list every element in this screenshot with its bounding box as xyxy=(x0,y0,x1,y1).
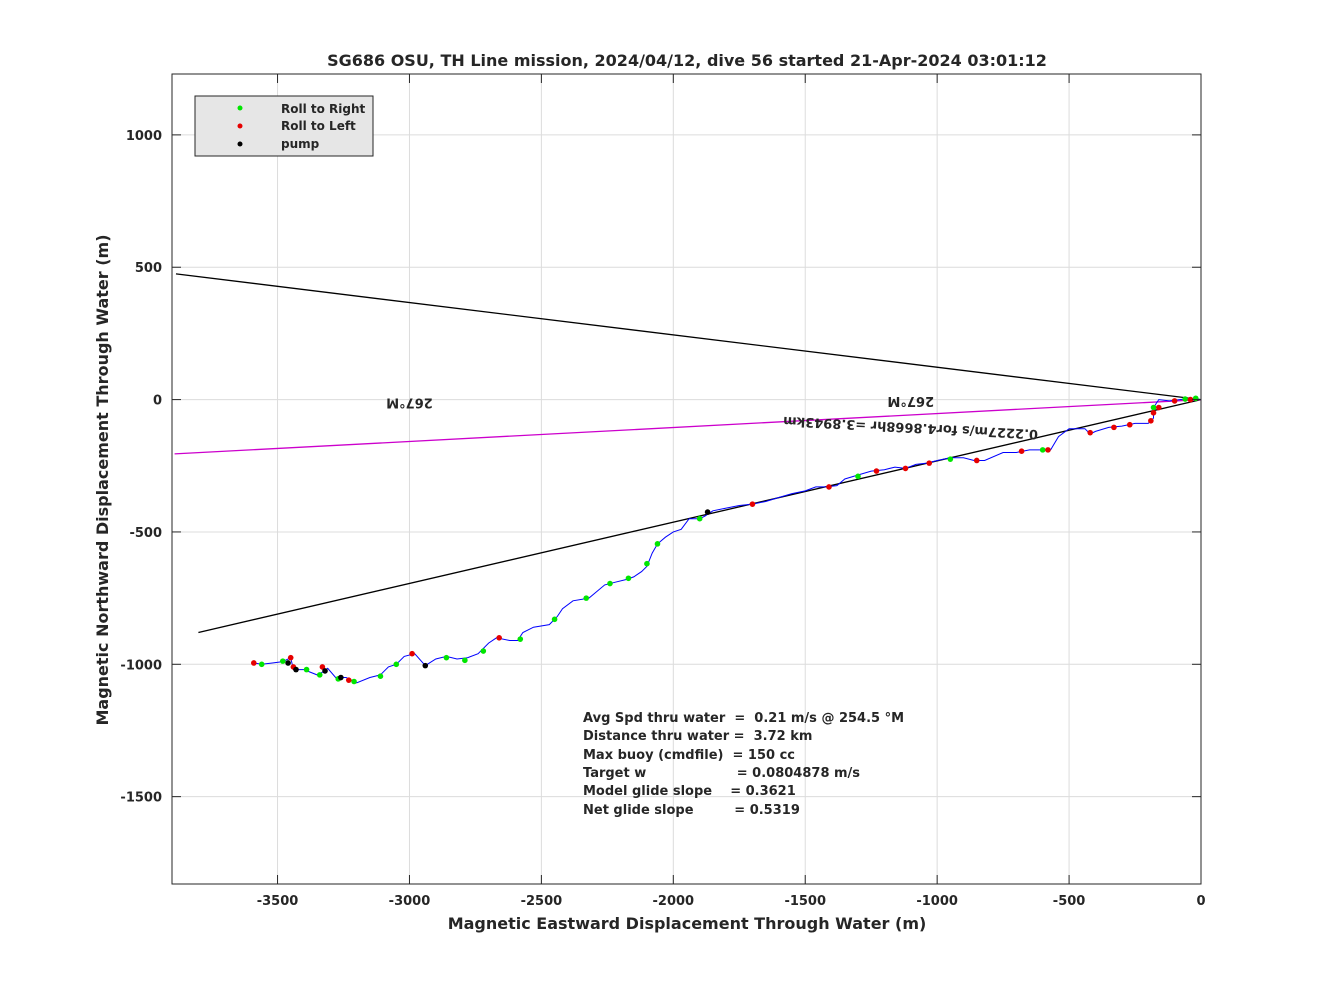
pump-point xyxy=(293,666,299,673)
y-tick-label: -500 xyxy=(129,526,162,541)
legend-box xyxy=(194,95,374,157)
x-tick-label: -3000 xyxy=(389,894,431,909)
legend-label-roll-left: Roll to Left xyxy=(281,119,356,133)
stat-model-glide-slope: Model glide slope = 0.3621 xyxy=(583,784,796,799)
roll-left-point xyxy=(1150,410,1157,416)
roll-left-point xyxy=(749,501,756,507)
axis-ticks: -3500 -3000 -2500 -2000 -1500 -1000 -500 0 1000 5… xyxy=(120,74,1206,909)
roll-right-point xyxy=(696,515,703,522)
legend-marker-roll-right xyxy=(237,105,243,111)
x-tick-label: -2500 xyxy=(521,894,563,909)
roll-left-point xyxy=(1111,424,1117,431)
y-tick-label: 0 xyxy=(153,394,162,409)
stat-distance: Distance thru water = 3.72 km xyxy=(583,729,812,744)
roll-left-point xyxy=(1087,429,1093,436)
roll-right-point xyxy=(1182,396,1188,402)
roll-right-point xyxy=(947,456,954,462)
roll-left-point xyxy=(409,650,415,657)
pump-point xyxy=(285,660,291,666)
roll-right-point xyxy=(462,657,468,664)
y-tick-label: 500 xyxy=(135,261,162,276)
roll-right-point xyxy=(480,648,487,654)
stats-block: Avg Spd thru water = 0.21 m/s @ 254.5 °M… xyxy=(583,711,904,818)
roll-right-point xyxy=(280,658,286,664)
roll-left-point xyxy=(1187,396,1194,403)
roll-left-point xyxy=(496,635,502,641)
y-tick-label: -1500 xyxy=(120,791,162,806)
roll-right-point xyxy=(551,616,558,623)
stat-net-glide-slope: Net glide slope = 0.5319 xyxy=(583,803,800,818)
roll-left-point xyxy=(1045,447,1051,453)
legend-label-roll-right: Roll to Right xyxy=(281,102,366,116)
roll-right-point xyxy=(517,636,524,642)
roll-right-point xyxy=(443,654,450,661)
roll-left-point xyxy=(1018,448,1025,455)
roll-left-point xyxy=(1148,417,1154,424)
pump-point xyxy=(422,662,429,669)
roll-left-point xyxy=(287,654,294,661)
roll-right-point xyxy=(316,672,323,678)
pump-point xyxy=(322,668,328,674)
heading-reference-line xyxy=(174,398,1202,455)
heading-annotation: 267°M xyxy=(887,393,934,408)
x-tick-label: -2000 xyxy=(653,894,695,909)
roll-right-point xyxy=(1039,447,1046,453)
x-tick-label: -1500 xyxy=(784,894,826,909)
roll-and-pump-markers xyxy=(250,395,1199,685)
roll-right-point xyxy=(258,661,265,668)
roll-right-point xyxy=(393,661,400,668)
roll-right-point xyxy=(303,666,310,673)
y-tick-label: -1000 xyxy=(120,658,162,673)
roll-left-point xyxy=(250,660,257,666)
legend: Roll to Right Roll to Left pump xyxy=(194,95,374,157)
roll-left-point xyxy=(345,677,352,683)
roll-left-point xyxy=(926,460,933,466)
y-axis-label: Magnetic Northward Displacement Through … xyxy=(93,234,112,725)
stat-max-buoy: Max buoy (cmdfile) = 150 cc xyxy=(583,748,795,763)
x-tick-label: -500 xyxy=(1053,894,1086,909)
x-tick-label: -1000 xyxy=(916,894,958,909)
roll-right-point xyxy=(644,560,650,567)
pump-point xyxy=(338,674,344,681)
x-tick-label: 0 xyxy=(1196,894,1205,909)
legend-marker-roll-left xyxy=(237,123,243,129)
heading-reference-line xyxy=(175,273,1202,401)
axes-box xyxy=(171,73,1202,885)
x-tick-label: -3500 xyxy=(257,894,299,909)
roll-right-point xyxy=(607,580,613,587)
roll-left-point xyxy=(826,484,832,490)
y-tick-label: 1000 xyxy=(126,129,162,144)
roll-left-point xyxy=(902,465,909,472)
stat-avg-speed: Avg Spd thru water = 0.21 m/s @ 254.5 °M xyxy=(583,711,904,726)
legend-label-pump: pump xyxy=(281,137,320,151)
stat-target-w: Target w = 0.0804878 m/s xyxy=(583,766,860,781)
roll-right-point xyxy=(1192,395,1199,402)
roll-left-point xyxy=(1126,421,1133,428)
chart-title: SG686 OSU, TH Line mission, 2024/04/12, … xyxy=(327,51,1047,70)
pump-point xyxy=(704,509,711,515)
x-axis-label: Magnetic Eastward Displacement Through W… xyxy=(448,914,927,933)
roll-left-point xyxy=(1155,404,1162,411)
heading-annotation: 267°M xyxy=(386,394,433,409)
roll-right-point xyxy=(377,673,384,680)
roll-right-point xyxy=(351,678,357,685)
roll-right-point xyxy=(583,595,590,601)
roll-right-point xyxy=(625,575,632,582)
roll-right-point xyxy=(855,473,861,480)
roll-left-point xyxy=(973,457,980,464)
roll-right-point xyxy=(654,541,661,547)
roll-left-point xyxy=(1171,398,1178,404)
roll-left-point xyxy=(873,468,880,474)
roll-left-point xyxy=(319,664,326,670)
legend-marker-pump xyxy=(237,141,243,147)
roll-right-point xyxy=(1150,404,1157,411)
